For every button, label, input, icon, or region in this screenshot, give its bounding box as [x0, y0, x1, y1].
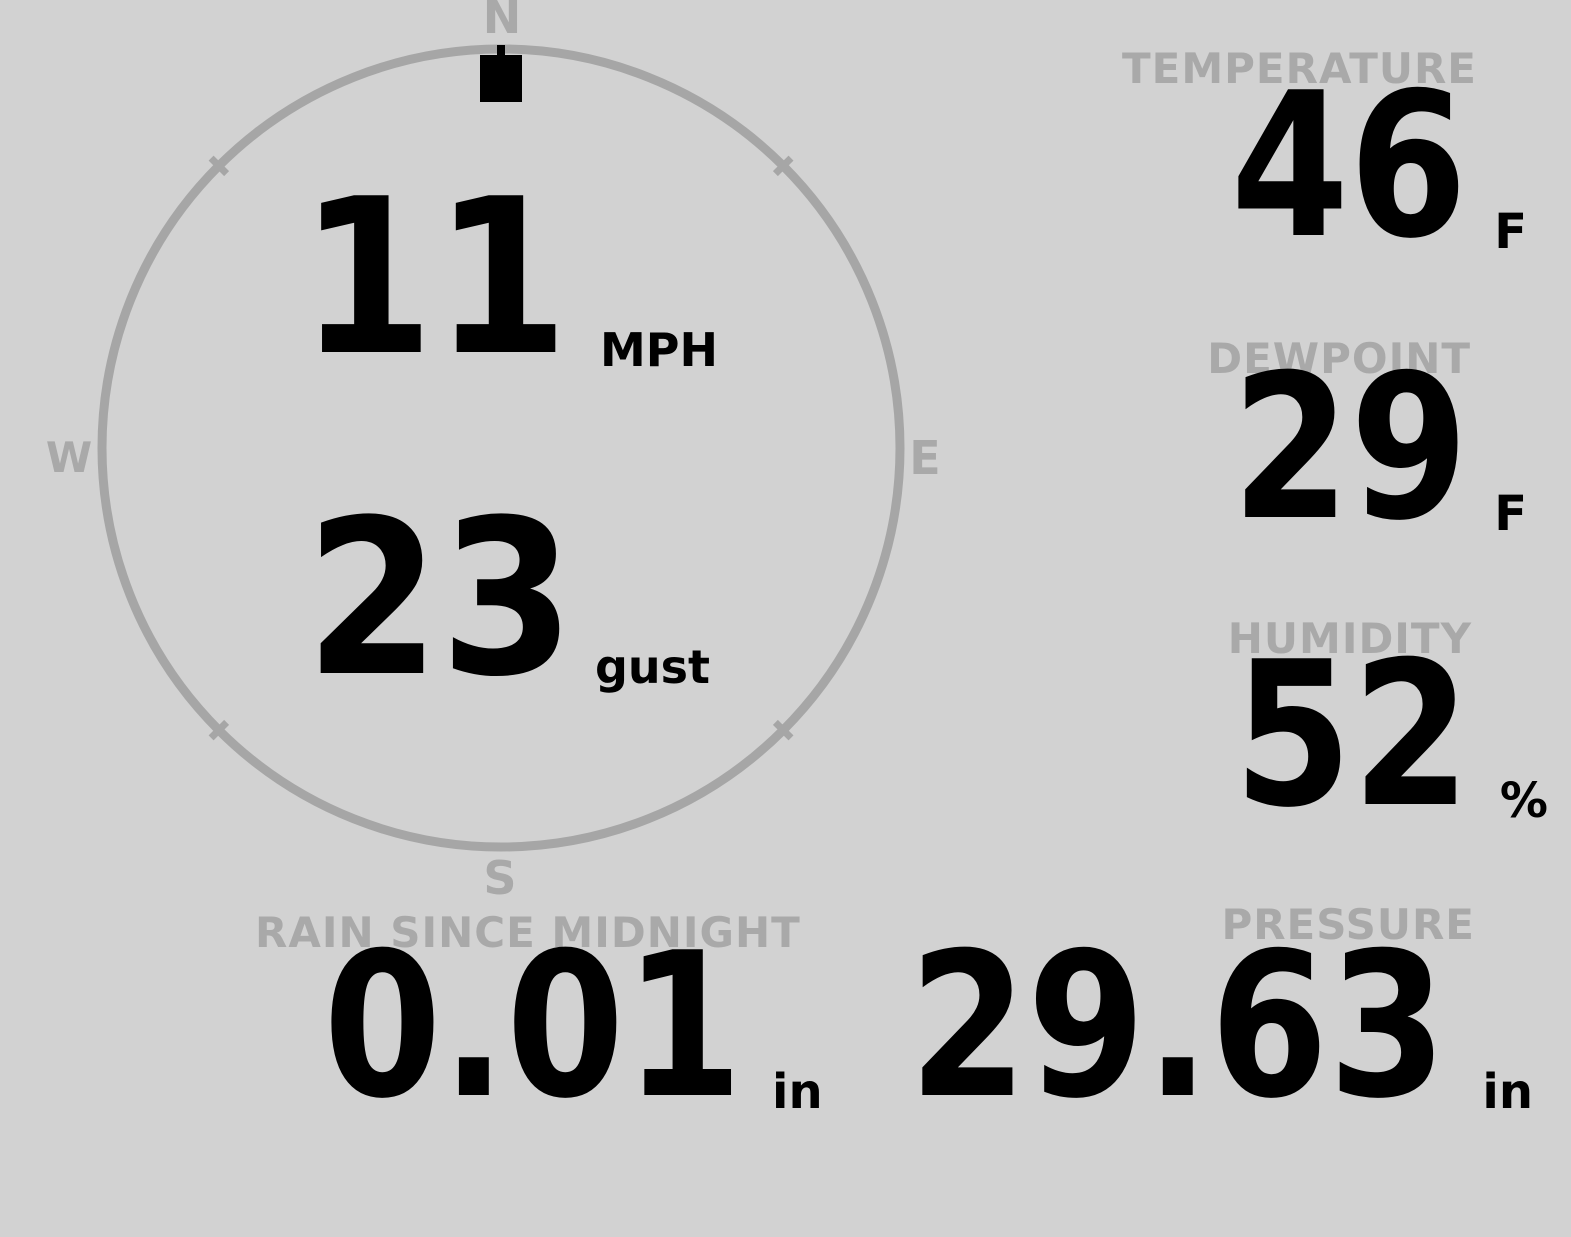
humidity-unit: %	[1499, 773, 1548, 829]
compass-tick-ne	[772, 155, 794, 177]
wind-direction-marker	[480, 45, 522, 102]
compass-ring-graphic	[97, 44, 905, 852]
rain-value: 0.01	[323, 910, 743, 1143]
wind-compass	[93, 40, 909, 856]
humidity-label: HUMIDITY	[1227, 614, 1472, 663]
compass-ticks	[208, 155, 794, 741]
temperature-label: TEMPERATURE	[1122, 44, 1477, 93]
dewpoint-unit: F	[1494, 486, 1527, 542]
compass-label-east: E	[909, 431, 941, 485]
compass-label-north: N	[482, 0, 522, 44]
compass-label-west: W	[45, 433, 93, 482]
wind-speed-value: 11	[299, 152, 569, 403]
wind-gust-unit: gust	[595, 640, 711, 694]
humidity-value: 52	[1233, 619, 1470, 852]
compass-label-south: S	[483, 851, 517, 905]
temperature-value: 46	[1230, 50, 1467, 283]
rain-label: RAIN SINCE MIDNIGHT	[255, 908, 801, 957]
compass-tick-se	[772, 719, 794, 741]
pressure-label: PRESSURE	[1221, 900, 1475, 949]
rain-unit: in	[772, 1064, 823, 1120]
pressure-value: 29.63	[909, 910, 1447, 1143]
pressure-unit: in	[1482, 1064, 1533, 1120]
dewpoint-value: 29	[1231, 332, 1468, 565]
compass-tick-nw	[208, 155, 230, 177]
compass-tick-sw	[208, 719, 230, 741]
wind-speed-unit: MPH	[600, 323, 718, 377]
dewpoint-label: DEWPOINT	[1207, 334, 1471, 383]
wind-gust-value: 23	[305, 473, 575, 724]
temperature-unit: F	[1494, 204, 1527, 260]
